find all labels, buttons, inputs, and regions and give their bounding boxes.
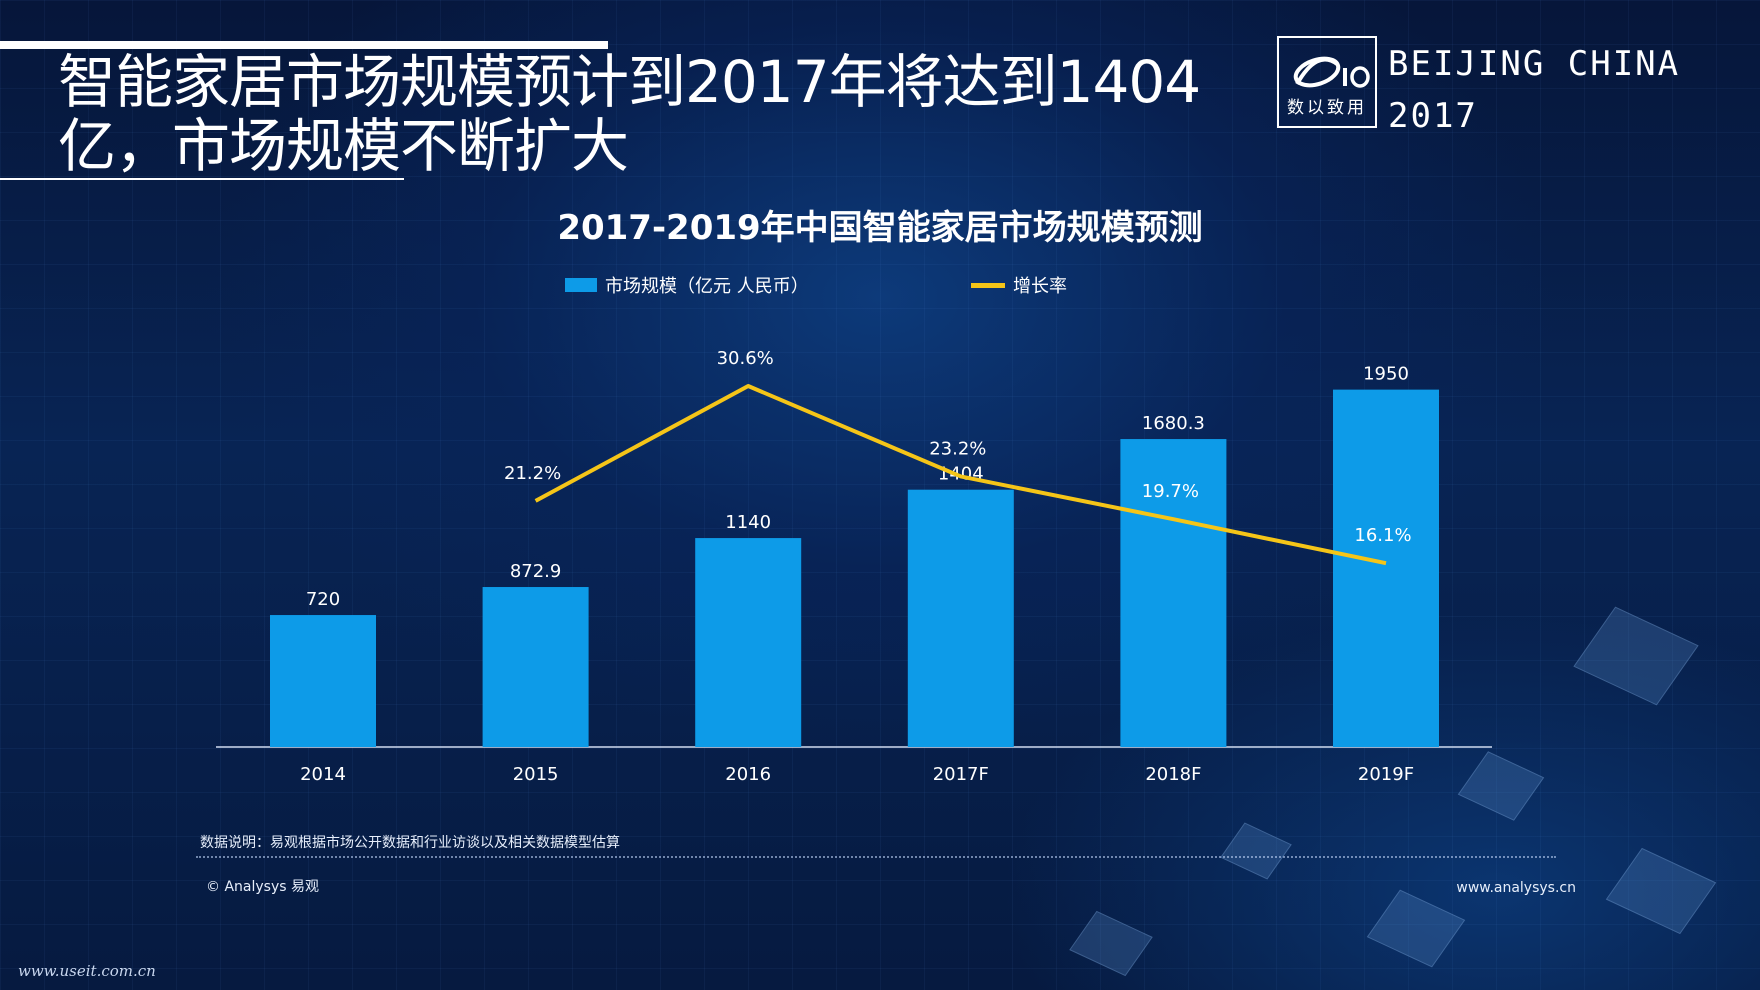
website-url: www.analysys.cn <box>1456 880 1576 896</box>
bar <box>695 538 802 747</box>
footer-divider <box>196 856 1556 858</box>
rate-data-label: 21.2% <box>504 463 561 484</box>
legend-bar-label: 市场规模（亿元 人民币） <box>605 276 809 297</box>
legend-item-bars: 市场规模（亿元 人民币） <box>565 272 809 298</box>
page-title: 智能家居市场规模预计到2017年将达到1404亿，市场规模不断扩大 <box>58 48 1201 180</box>
bar <box>482 587 589 747</box>
bar-data-label: 720 <box>306 589 340 610</box>
legend-line-swatch <box>971 282 1005 288</box>
logo-mark-icon <box>1293 56 1370 88</box>
headline-underline <box>0 178 404 180</box>
x-tick-label: 2017F <box>933 764 989 785</box>
x-tick-label: 2015 <box>513 764 559 785</box>
legend-line-label: 增长率 <box>1013 276 1067 297</box>
copyright: © Analysys 易观 <box>206 879 319 895</box>
rate-data-label: 16.1% <box>1354 525 1411 546</box>
data-note: 数据说明：易观根据市场公开数据和行业访谈以及相关数据模型估算 <box>200 835 620 851</box>
bar <box>907 489 1014 747</box>
bar <box>270 615 376 747</box>
event-label: BEIJING CHINA 2017 <box>1388 38 1680 142</box>
legend-bar-swatch <box>565 278 597 292</box>
event-line-1: BEIJING CHINA <box>1388 44 1681 84</box>
x-tick-label: 2018F <box>1145 764 1201 785</box>
rate-data-label: 19.7% <box>1142 481 1199 502</box>
x-tick-label: 2014 <box>300 764 346 785</box>
bar-data-label: 1950 <box>1363 364 1409 385</box>
logo-text: 数以致用 <box>1287 98 1367 118</box>
x-tick-label: 2016 <box>725 764 771 785</box>
rate-data-label: 23.2% <box>929 438 986 459</box>
bar <box>1120 439 1227 747</box>
bar-data-label: 872.9 <box>510 561 562 582</box>
chart-title: 2017-2019年中国智能家居市场规模预测 <box>557 208 1203 248</box>
legend-item-line: 增长率 <box>971 272 1067 298</box>
watermark: www.useit.com.cn <box>18 962 156 980</box>
x-tick-label: 2019F <box>1358 764 1414 785</box>
company-logo: 数以致用 <box>1277 36 1377 128</box>
headline-top-rule <box>0 41 608 49</box>
event-line-2: 2017 <box>1388 96 1478 136</box>
growth-rate-line <box>534 384 1387 566</box>
bar-data-label: 1680.3 <box>1142 413 1205 434</box>
rate-data-label: 30.6% <box>717 348 774 369</box>
bar-data-label: 1140 <box>725 512 771 533</box>
bar <box>1333 389 1439 747</box>
